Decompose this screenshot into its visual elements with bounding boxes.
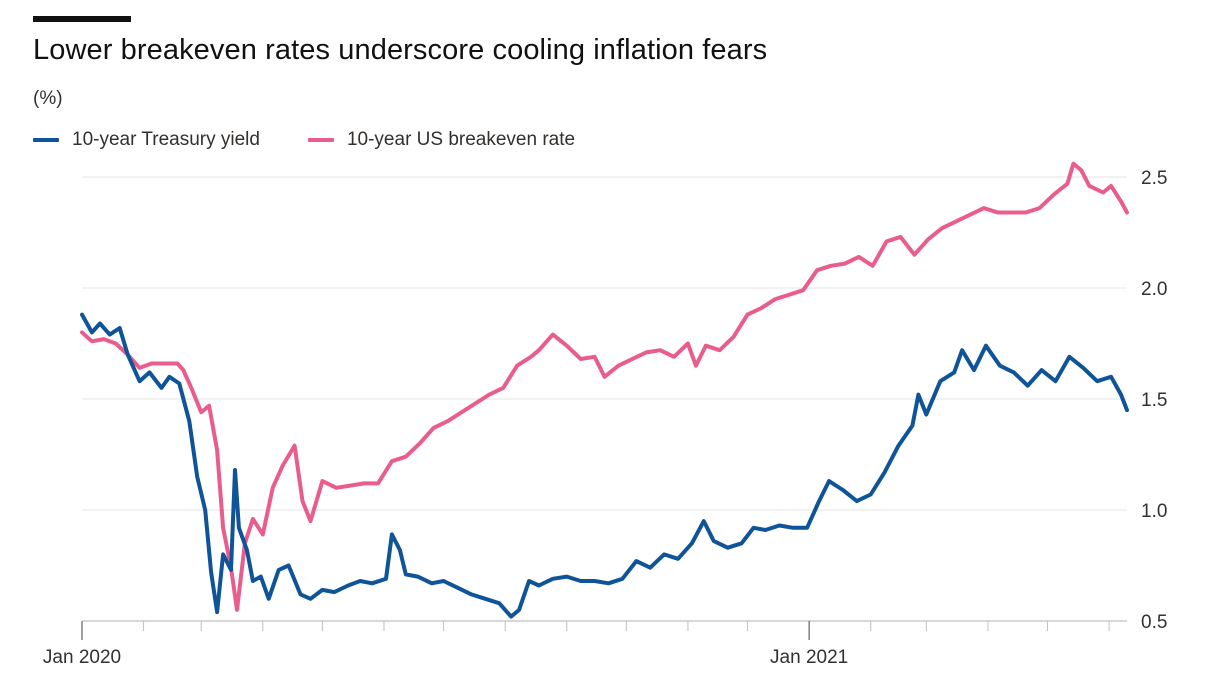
y-tick-label: 0.5 [1141,612,1167,633]
x-tick-label: Jan 2021 [770,647,848,668]
legend-label-treasury: 10-year Treasury yield [72,129,260,150]
legend-item-breakeven: 10-year US breakeven rate [307,129,576,151]
unit-label: (%) [33,88,63,109]
legend-label-breakeven: 10-year US breakeven rate [346,129,576,150]
chart-title: Lower breakeven rates underscore cooling… [33,34,768,66]
y-tick-label: 1.5 [1141,390,1167,411]
title-rule [33,16,131,22]
y-tick-label: 2.5 [1141,168,1167,189]
series-line-breakeven-rate [80,161,1129,612]
x-tick-label: Jan 2020 [43,647,121,668]
series-line-treasury-yield [80,312,1129,619]
legend-swatch-breakeven [307,138,334,142]
legend-swatch-treasury [33,138,59,142]
legend: 10-year Treasury yield 10-year US breake… [33,129,623,151]
y-tick-label: 1.0 [1141,501,1167,522]
y-tick-label: 2.0 [1141,279,1167,300]
legend-item-treasury: 10-year Treasury yield [33,129,260,151]
